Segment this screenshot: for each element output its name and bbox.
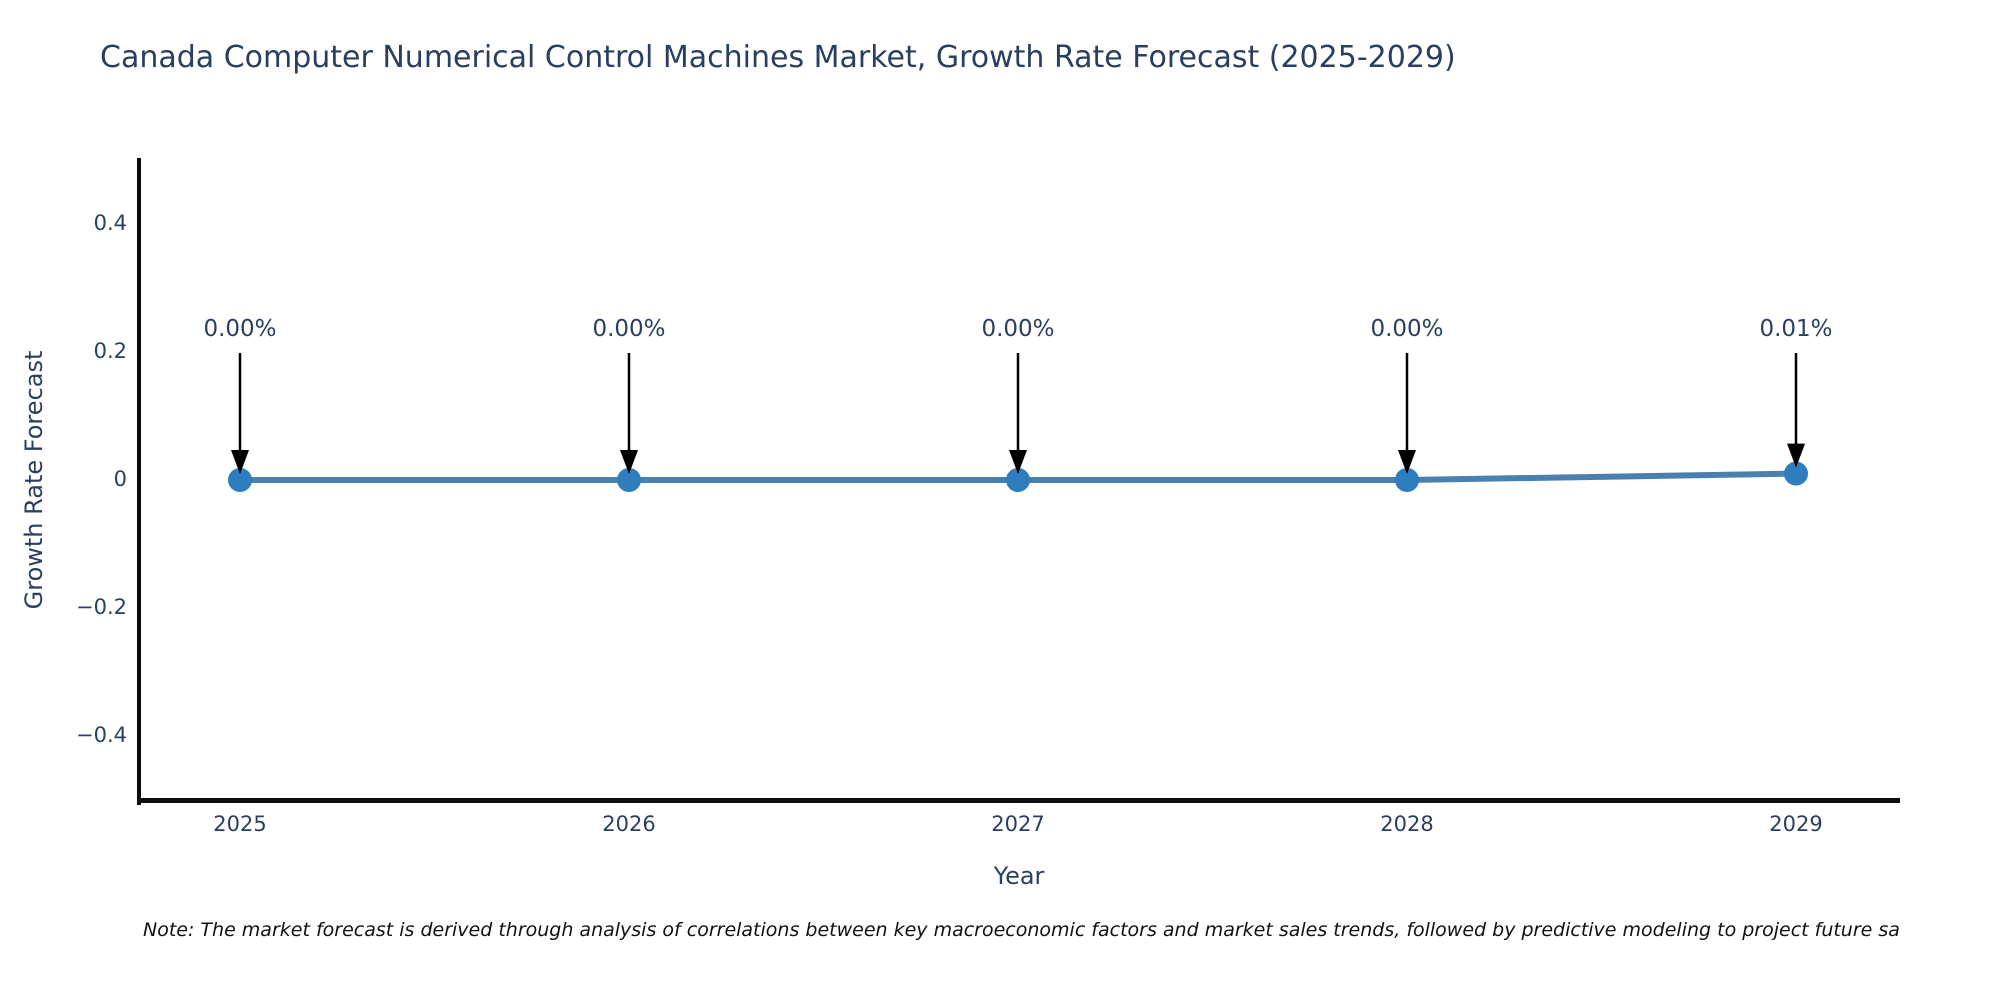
annotation-arrow-head <box>1398 450 1416 474</box>
data-point-marker <box>1395 468 1419 492</box>
x-axis-line <box>137 798 1900 803</box>
data-point-marker <box>228 468 252 492</box>
point-value-annotation: 0.00% <box>981 316 1055 342</box>
annotation-arrow-head <box>620 450 638 474</box>
y-tick-label: 0 <box>113 467 127 491</box>
data-point-marker <box>1784 461 1808 486</box>
point-value-annotation: 0.00% <box>1370 316 1444 342</box>
y-axis-line <box>137 158 141 805</box>
chart-title: Canada Computer Numerical Control Machin… <box>100 40 1456 75</box>
y-tick-label: −0.4 <box>76 723 127 747</box>
point-value-annotation: 0.00% <box>203 316 277 342</box>
annotation-arrow-head <box>231 450 249 474</box>
data-point-marker <box>617 468 641 492</box>
x-axis-title: Year <box>993 862 1045 890</box>
forecast-methodology-note: Note: The market forecast is derived thr… <box>143 919 1900 941</box>
x-tick-label: 2029 <box>1769 812 1823 836</box>
point-value-annotation: 0.01% <box>1759 316 1833 342</box>
point-value-annotation: 0.00% <box>592 316 666 342</box>
annotation-arrow-head <box>1787 443 1805 468</box>
x-tick-label: 2028 <box>1380 812 1434 836</box>
y-tick-label: 0.2 <box>93 339 127 363</box>
x-tick-label: 2027 <box>991 812 1045 836</box>
y-tick-label: 0.4 <box>93 211 127 235</box>
y-tick-label: −0.2 <box>76 595 127 619</box>
data-point-marker <box>1006 468 1030 492</box>
annotation-arrow-head <box>1009 450 1027 474</box>
x-tick-label: 2025 <box>213 812 267 836</box>
x-tick-label: 2026 <box>602 812 656 836</box>
